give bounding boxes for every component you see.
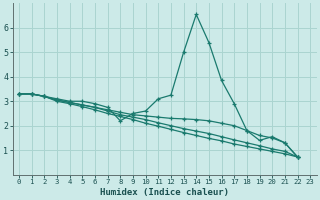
X-axis label: Humidex (Indice chaleur): Humidex (Indice chaleur)	[100, 188, 229, 197]
